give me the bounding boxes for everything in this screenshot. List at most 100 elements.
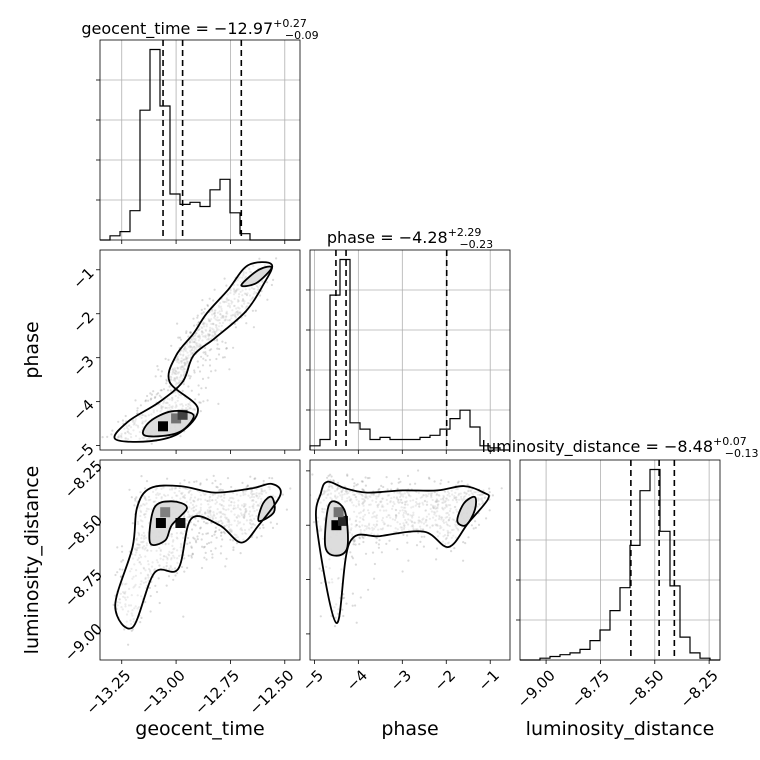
scatter-point: [244, 507, 247, 511]
scatter-point: [138, 415, 141, 418]
contour-line-0: [113, 261, 274, 443]
scatter-point: [247, 302, 250, 305]
scatter-point: [220, 316, 223, 319]
scatter-point: [488, 487, 491, 490]
scatter-point: [240, 512, 243, 515]
scatter-point: [435, 524, 438, 527]
scatter-point: [198, 510, 202, 514]
scatter-point: [201, 377, 205, 380]
ylabel-phase: phase: [21, 321, 43, 378]
scatter-point: [330, 498, 333, 501]
scatter-point: [183, 362, 186, 365]
scatter-point: [198, 335, 201, 338]
scatter-point: [233, 304, 236, 307]
scatter-point: [133, 421, 136, 424]
scatter-point: [218, 528, 221, 532]
scatter-point: [375, 541, 378, 544]
scatter-point: [376, 506, 379, 509]
scatter-point: [359, 511, 362, 514]
scatter-point: [268, 488, 271, 491]
scatter-point: [211, 515, 214, 518]
scatter-point: [436, 503, 439, 506]
scatter-point: [132, 429, 135, 432]
scatter-point: [381, 497, 384, 500]
scatter-point: [328, 485, 331, 488]
scatter-point: [460, 495, 463, 498]
scatter-point: [168, 568, 171, 571]
scatter-point: [237, 299, 240, 303]
scatter-point: [143, 545, 146, 548]
scatter-point: [397, 501, 400, 504]
scatter-point: [244, 504, 247, 507]
scatter-point: [171, 405, 174, 408]
scatter-point: [397, 481, 400, 484]
scatter-point: [156, 492, 159, 495]
scatter-point: [379, 509, 382, 512]
scatter-point: [190, 337, 193, 340]
scatter-point: [249, 270, 252, 273]
scatter-point: [181, 532, 184, 535]
scatter-point: [234, 312, 237, 315]
scatter-point: [389, 501, 392, 504]
scatter-point: [212, 493, 215, 496]
scatter-point: [181, 389, 184, 392]
scatter-point: [424, 493, 428, 496]
scatter-point: [178, 336, 182, 339]
scatter-point: [182, 368, 185, 371]
scatter-point: [211, 553, 214, 556]
scatter-point: [185, 519, 188, 522]
scatter-point: [160, 389, 163, 392]
scatter-point: [258, 495, 261, 498]
scatter-point: [208, 333, 211, 336]
scatter-point: [434, 523, 437, 526]
scatter-point: [375, 537, 378, 540]
scatter-point: [191, 346, 194, 349]
scatter-point: [255, 536, 258, 539]
density-peak: [333, 507, 344, 518]
scatter-point: [259, 294, 262, 297]
scatter-point: [214, 333, 217, 336]
scatter-point: [189, 345, 192, 348]
scatter-point: [242, 491, 245, 495]
scatter-point: [362, 498, 365, 501]
scatter-point: [189, 331, 192, 334]
scatter-point: [106, 435, 109, 438]
scatter-point: [394, 513, 397, 517]
scatter-point: [174, 487, 178, 490]
scatter-point: [211, 335, 214, 338]
scatter-point: [139, 509, 142, 512]
scatter-point: [201, 339, 204, 342]
scatter-point: [210, 348, 213, 351]
scatter-point: [462, 559, 465, 562]
scatter-point: [209, 495, 212, 498]
scatter-point: [255, 492, 258, 495]
scatter-point: [236, 288, 239, 291]
scatter-point: [436, 505, 439, 508]
scatter-point: [362, 508, 366, 511]
scatter-point: [162, 566, 165, 569]
scatter-point: [435, 493, 438, 497]
scatter-point: [203, 556, 206, 559]
scatter-point: [195, 346, 198, 349]
scatter-point: [224, 516, 227, 519]
scatter-point: [378, 487, 381, 491]
scatter-point: [138, 543, 141, 546]
scatter-point: [407, 513, 410, 516]
scatter-point: [173, 556, 176, 559]
scatter-point: [124, 437, 127, 440]
scatter-point: [199, 526, 202, 529]
scatter-point: [455, 498, 458, 501]
scatter-point: [130, 436, 133, 439]
scatter-point: [218, 347, 221, 351]
scatter-point: [197, 339, 200, 342]
scatter-point: [443, 490, 446, 493]
scatter-point: [176, 377, 179, 380]
scatter-point: [119, 601, 122, 604]
scatter-point: [158, 546, 161, 550]
scatter-point: [209, 319, 212, 322]
scatter-point: [414, 504, 417, 507]
scatter-point: [345, 499, 349, 503]
scatter-point: [434, 500, 437, 504]
scatter-point: [173, 487, 176, 490]
scatter-point: [188, 406, 191, 410]
